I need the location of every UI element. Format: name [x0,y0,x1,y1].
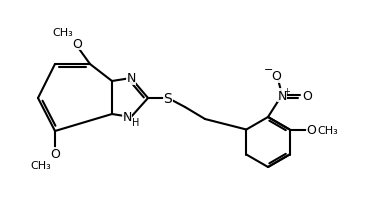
Text: +: + [284,86,290,95]
Text: N: N [122,111,132,124]
Text: O: O [307,123,317,136]
Text: −: − [264,65,274,75]
Text: H: H [132,117,140,127]
Text: N: N [126,72,136,85]
Text: O: O [72,37,82,50]
Text: CH₃: CH₃ [31,160,51,170]
Text: CH₃: CH₃ [317,125,338,135]
Text: CH₃: CH₃ [53,28,73,38]
Text: N: N [277,89,287,102]
Text: S: S [164,91,172,105]
Text: O: O [271,70,281,83]
Text: O: O [50,148,60,161]
Text: O: O [302,89,312,102]
